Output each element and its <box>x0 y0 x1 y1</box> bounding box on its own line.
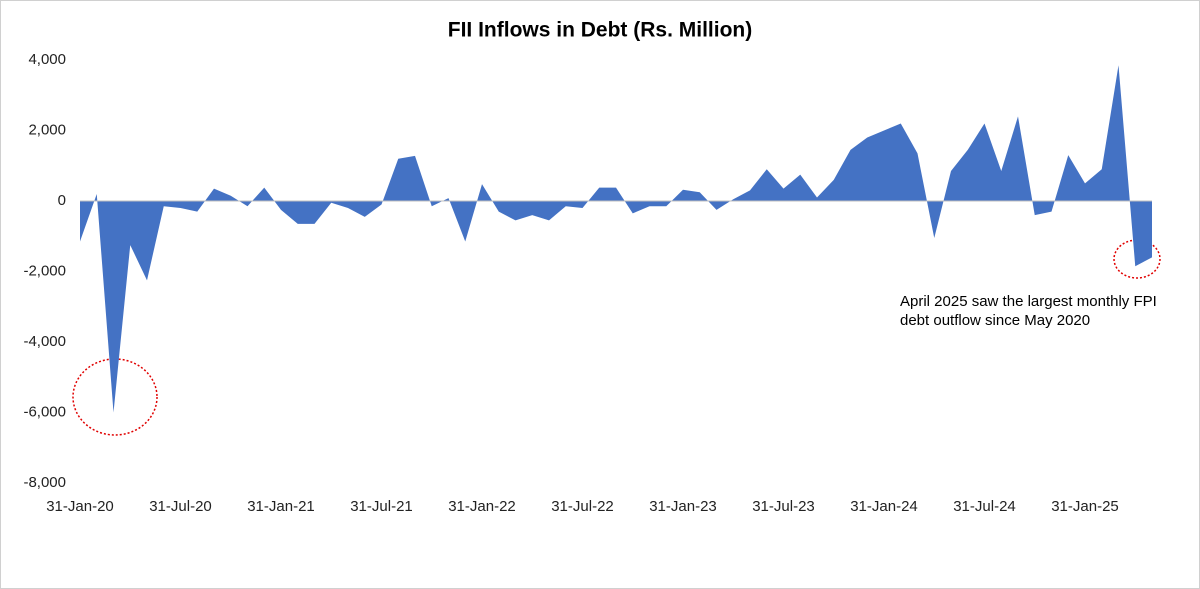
x-tick-label: 31-Jan-22 <box>448 498 516 515</box>
chart-title: FII Inflows in Debt (Rs. Million) <box>448 19 752 42</box>
y-tick-label: -6,000 <box>23 403 66 420</box>
y-tick-label: -4,000 <box>23 333 66 350</box>
x-tick-label: 31-Jan-21 <box>247 498 315 515</box>
y-tick-label: -2,000 <box>23 262 66 279</box>
x-tick-label: 31-Jul-21 <box>350 498 413 515</box>
x-tick-label: 31-Jul-22 <box>551 498 614 515</box>
annotation: April 2025 saw the largest monthly FPI d… <box>900 293 1157 329</box>
y-tick-label: -8,000 <box>23 474 66 491</box>
y-tick-label: 2,000 <box>28 121 66 138</box>
x-tick-label: 31-Jan-25 <box>1051 498 1119 515</box>
x-tick-label: 31-Jan-20 <box>46 498 114 515</box>
x-tick-label: 31-Jul-23 <box>752 498 815 515</box>
x-tick-label: 31-Jul-24 <box>953 498 1016 515</box>
x-tick-label: 31-Jul-20 <box>149 498 212 515</box>
y-tick-label: 4,000 <box>28 51 66 68</box>
x-tick-label: 31-Jan-23 <box>649 498 717 515</box>
area <box>80 65 1152 413</box>
x-tick-label: 31-Jan-24 <box>850 498 918 515</box>
highlight-circle <box>1113 239 1161 279</box>
y-tick-label: 0 <box>58 192 66 209</box>
annotation-box: April 2025 saw the largest monthly FPI d… <box>900 293 1157 329</box>
